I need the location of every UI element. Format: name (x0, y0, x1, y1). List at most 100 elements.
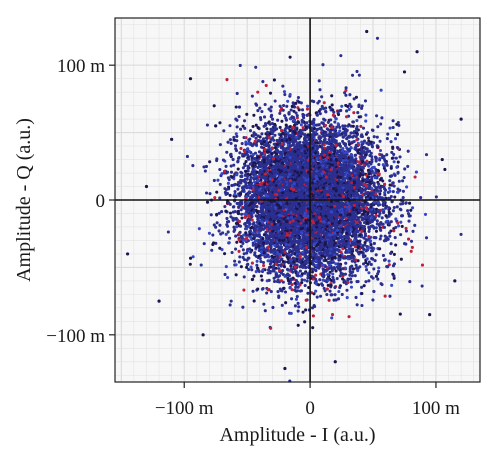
scatter-point (404, 229, 409, 233)
scatter-point (245, 147, 249, 151)
scatter-point (312, 123, 316, 128)
scatter-point (272, 279, 277, 284)
scatter-point (389, 212, 393, 216)
scatter-point (297, 305, 301, 309)
scatter-point (191, 164, 195, 168)
scatter-point (378, 186, 382, 190)
scatter-point (374, 159, 378, 163)
scatter-point (254, 65, 258, 69)
scatter-point (228, 303, 232, 307)
scatter-point (363, 241, 367, 245)
scatter-point (285, 267, 290, 271)
scatter-point (218, 143, 222, 147)
scatter-point (383, 169, 388, 173)
scatter-point (389, 166, 393, 170)
scatter-point (252, 113, 256, 117)
scatter-point (336, 122, 340, 126)
scatter-point (229, 164, 233, 168)
scatter-point (274, 266, 278, 270)
scatter-point (385, 153, 389, 157)
scatter-point (407, 237, 411, 241)
scatter-point (290, 297, 294, 301)
scatter-point (295, 116, 299, 120)
scatter-point (336, 262, 340, 266)
scatter-point (250, 94, 254, 98)
scatter-point (326, 273, 330, 277)
scatter-point (370, 155, 374, 159)
scatter-point (420, 284, 424, 288)
scatter-point (355, 118, 359, 123)
scatter-point (371, 298, 375, 302)
scatter-point (361, 173, 365, 177)
scatter-point (260, 278, 264, 282)
scatter-point (354, 157, 358, 161)
scatter-point (360, 224, 364, 228)
scatter-point (294, 139, 298, 143)
scatter-point (378, 237, 382, 241)
scatter-point (459, 232, 463, 236)
scatter-point (370, 145, 375, 149)
scatter-point (292, 134, 296, 138)
scatter-point (248, 178, 252, 182)
scatter-point (300, 278, 304, 282)
scatter-point (414, 170, 418, 174)
scatter-point (323, 289, 327, 293)
scatter-point (265, 291, 269, 295)
scatter-point (443, 167, 447, 172)
scatter-point (250, 261, 254, 265)
scatter-point (304, 308, 308, 312)
scatter-point (364, 113, 368, 117)
scatter-point (364, 206, 368, 210)
scatter-point (246, 262, 250, 266)
scatter-point (317, 79, 321, 83)
scatter-point (247, 256, 251, 260)
scatter-point (340, 104, 344, 108)
scatter-point (301, 310, 305, 314)
scatter-point (382, 154, 386, 158)
scatter-point (288, 129, 292, 133)
scatter-point (237, 205, 241, 209)
scatter-point (281, 269, 285, 273)
scatter-point (392, 205, 396, 210)
scatter-point (405, 185, 409, 189)
scatter-point (242, 288, 246, 292)
scatter-point (350, 264, 354, 268)
scatter-point (256, 109, 260, 113)
scatter-point (305, 121, 309, 125)
scatter-point (354, 95, 358, 99)
scatter-point (372, 183, 376, 188)
scatter-point (346, 278, 350, 282)
scatter-point (227, 185, 231, 189)
scatter-point (361, 126, 366, 130)
scatter-point (248, 129, 253, 133)
scatter-point (408, 201, 412, 205)
scatter-point (303, 320, 307, 324)
scatter-point (354, 263, 358, 267)
scatter-point (347, 107, 351, 111)
scatter-point (390, 150, 394, 154)
scatter-point (315, 295, 319, 299)
scatter-point (396, 221, 400, 225)
scatter-point (245, 265, 249, 269)
scatter-point (268, 140, 272, 144)
scatter-point (398, 312, 402, 316)
scatter-point (211, 233, 215, 237)
scatter-point (413, 223, 417, 227)
scatter-point (377, 162, 381, 167)
scatter-point (409, 249, 413, 253)
scatter-point (406, 209, 410, 213)
scatter-point (294, 297, 298, 301)
scatter-point (294, 285, 298, 289)
scatter-point (224, 209, 228, 213)
scatter-point (283, 93, 287, 97)
scatter-point (304, 298, 308, 302)
scatter-point (245, 227, 249, 231)
scatter-point (379, 234, 383, 238)
scatter-point (232, 225, 236, 229)
scatter-point (258, 106, 262, 110)
scatter-point (330, 126, 334, 130)
scatter-point (318, 294, 323, 298)
scatter-point (247, 190, 251, 194)
scatter-point (357, 73, 361, 77)
scatter-point (262, 115, 267, 119)
